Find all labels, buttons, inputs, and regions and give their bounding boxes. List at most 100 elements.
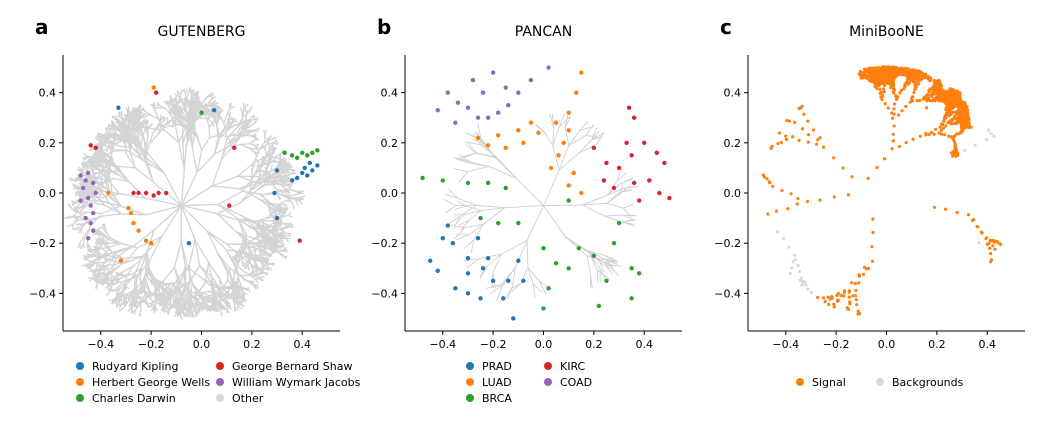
tree-branch [101,272,113,278]
data-point [274,168,280,173]
tree-branch [461,152,477,158]
data-point [93,190,98,196]
tree-branch [163,306,167,312]
tree-branch [77,223,84,229]
tree-branch [277,206,285,211]
tree-branch [226,118,229,124]
tree-branch [109,239,122,244]
tree-branch [142,116,148,119]
tree-branch [444,205,457,214]
tree-branch [148,271,159,282]
tree-branch [131,301,134,307]
data-point [546,286,551,291]
tree-branch [216,124,219,139]
tree-branch [139,293,146,305]
tree-branch [111,279,116,283]
data-point [566,198,571,203]
tree-branch [187,292,192,304]
tree-branch [150,302,153,308]
tree-branch [83,199,90,204]
tree-branch [154,306,158,312]
data-point [300,150,305,156]
data-point [136,190,141,196]
tree-branch [131,294,134,303]
tree-branch [86,265,92,269]
tree-branch [182,305,186,312]
tree-branch [142,136,148,147]
tree-branch [125,153,136,169]
tree-branch [209,103,215,107]
tree-branch [83,156,88,161]
signal-point [791,135,795,139]
tree-branch [174,93,180,97]
tree-branch [543,169,560,206]
x-tick-label: 0.4 [635,338,653,351]
tree-branch [95,238,100,244]
legend-marker [544,362,552,370]
background-point [792,253,797,257]
tree-branch [189,264,201,282]
tree-branch [585,135,600,137]
legend-entry: George Bernard Shaw [216,360,352,373]
tree-branch [568,130,581,146]
tree-branch [144,145,148,162]
tree-branch [115,165,128,181]
background-point [984,138,989,142]
tree-branch [211,175,239,187]
data-point [440,178,445,183]
tree-branch [87,249,93,253]
series-coad [435,65,551,125]
data-point [596,303,602,309]
tree-branch [95,262,98,271]
signal-point [850,175,854,179]
data-point [453,286,458,291]
tree-branch [253,129,259,132]
tree-branch [211,279,216,294]
tree-branch [124,115,127,122]
data-point [485,115,491,120]
tree-branch [244,107,248,115]
signal-point [925,93,930,97]
signal-point [806,133,811,137]
tree-branch [132,254,147,267]
signal-point [802,112,806,116]
tree-branch [195,91,199,97]
data-point [91,180,96,186]
tree-branch [249,142,256,147]
signal-point [882,157,887,161]
legend-entry: LUAD [466,376,512,389]
tree-branch [286,183,292,188]
background-point [992,134,996,138]
tree-branch [129,127,135,131]
data-point [604,160,609,166]
signal-point [880,98,884,102]
tree-branch [284,176,290,180]
data-point [601,178,607,183]
tree-branch [105,167,110,179]
tree-branch [144,110,151,116]
tree-branch [195,135,203,151]
tree-branch [129,141,132,154]
signal-point [841,166,845,170]
tree-branch [122,129,128,136]
tree-branch [135,107,138,114]
tree-branch [603,214,624,217]
tree-branch [258,275,265,279]
tree-branch [224,285,230,288]
tree-branch [194,238,201,266]
data-point [93,145,98,151]
tree-branch [101,247,111,257]
signal-point [797,106,801,111]
tree-branch [245,264,248,270]
tree-branch [243,279,251,283]
tree-branch [111,135,115,142]
tree-branch [123,125,129,132]
data-point [470,77,476,83]
tree-branch [87,262,96,267]
tree-branch [233,123,240,127]
data-point [478,296,483,301]
tree-branch [169,103,176,109]
signal-point [776,141,780,146]
signal-point [933,80,937,84]
tree-branch [128,180,147,200]
